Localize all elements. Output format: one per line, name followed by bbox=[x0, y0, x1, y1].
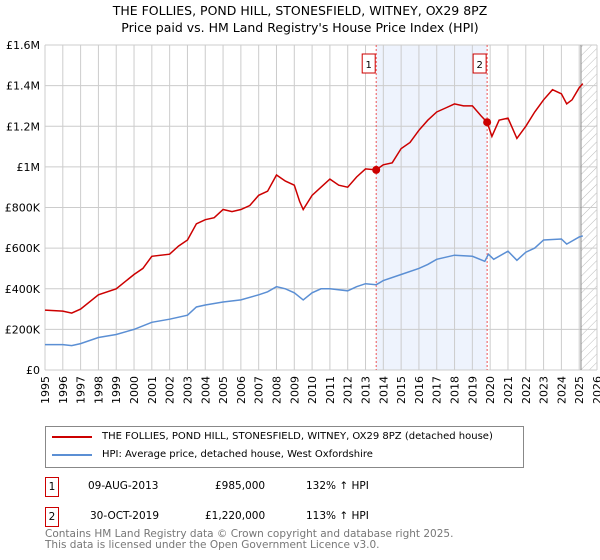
x-tick-label: 2001 bbox=[146, 376, 159, 404]
x-tick-label: 2014 bbox=[377, 376, 390, 404]
x-tick-label: 2004 bbox=[199, 376, 212, 404]
x-tick-label: 2007 bbox=[253, 376, 266, 404]
x-tick-label: 1999 bbox=[110, 376, 123, 404]
annotation-box bbox=[361, 53, 376, 74]
x-tick-label: 1996 bbox=[57, 376, 70, 404]
y-tick-label: £1M bbox=[17, 161, 41, 174]
transaction-date: 30-OCT-2019 bbox=[90, 510, 159, 522]
x-tick-label: 2000 bbox=[128, 376, 141, 404]
legend-swatch bbox=[52, 453, 92, 456]
y-tick-label: £1.4M bbox=[6, 80, 40, 93]
x-tick-label: 2005 bbox=[217, 376, 230, 404]
transaction-hpi: 132% ↑ HPI bbox=[306, 480, 369, 492]
footer-line: Contains HM Land Registry data © Crown c… bbox=[45, 528, 454, 540]
x-tick-label: 2006 bbox=[235, 376, 248, 404]
x-tick-label: 2022 bbox=[520, 376, 533, 404]
x-tick-label: 1995 bbox=[39, 376, 52, 404]
x-tick-label: 2010 bbox=[306, 376, 319, 404]
x-tick-label: 2017 bbox=[431, 376, 444, 404]
y-tick-label: £400K bbox=[5, 283, 41, 296]
y-tick-label: £1.6M bbox=[6, 39, 40, 52]
x-tick-label: 1998 bbox=[92, 376, 105, 404]
transaction-date: 09-AUG-2013 bbox=[88, 480, 159, 492]
x-tick-label: 2020 bbox=[484, 376, 497, 404]
x-tick-label: 1997 bbox=[75, 376, 88, 404]
legend-label: THE FOLLIES, POND HILL, STONESFIELD, WIT… bbox=[102, 431, 493, 442]
x-tick-label: 2002 bbox=[164, 376, 177, 404]
chart-title: THE FOLLIES, POND HILL, STONESFIELD, WIT… bbox=[112, 3, 488, 18]
x-tick-label: 2016 bbox=[413, 376, 426, 404]
legend-label: HPI: Average price, detached house, West… bbox=[102, 449, 373, 460]
x-tick-label: 2003 bbox=[181, 376, 194, 404]
transaction-row: 2 30-OCT-2019 £1,220,000 113% ↑ HPI bbox=[45, 507, 445, 527]
footer: Contains HM Land Registry data © Crown c… bbox=[45, 529, 453, 551]
legend-swatch bbox=[52, 435, 92, 438]
x-tick-label: 2019 bbox=[466, 376, 479, 404]
legend-item-hpi: HPI: Average price, detached house, West… bbox=[52, 449, 373, 460]
transaction-row: 1 09-AUG-2013 £985,000 132% ↑ HPI bbox=[45, 477, 445, 497]
x-tick-label: 2012 bbox=[342, 376, 355, 404]
annotation-box bbox=[472, 53, 487, 74]
transaction-price: £985,000 bbox=[215, 480, 266, 492]
sale-point bbox=[372, 165, 381, 174]
chart-subtitle: Price paid vs. HM Land Registry's House … bbox=[121, 20, 479, 35]
x-tick-label: 2021 bbox=[502, 376, 515, 404]
annotation-label: 1 bbox=[366, 60, 372, 71]
legend: THE FOLLIES, POND HILL, STONESFIELD, WIT… bbox=[45, 426, 524, 468]
y-tick-label: £0 bbox=[26, 364, 40, 377]
x-tick-label: 2011 bbox=[324, 376, 337, 404]
x-tick-label: 2009 bbox=[288, 376, 301, 404]
annotation-label: 2 bbox=[476, 60, 482, 71]
x-tick-label: 2026 bbox=[591, 376, 600, 404]
x-tick-label: 2024 bbox=[555, 376, 568, 404]
y-tick-label: £1.2M bbox=[6, 120, 40, 133]
x-tick-label: 2018 bbox=[449, 376, 462, 404]
x-tick-label: 2023 bbox=[538, 376, 551, 404]
y-tick-label: £800K bbox=[5, 202, 41, 215]
transaction-price: £1,220,000 bbox=[205, 510, 266, 522]
x-tick-label: 2013 bbox=[360, 376, 373, 404]
sale-point bbox=[483, 118, 492, 127]
transaction-marker: 2 bbox=[45, 507, 59, 527]
transaction-hpi: 113% ↑ HPI bbox=[306, 510, 369, 522]
hpi-line bbox=[45, 235, 584, 347]
property-price-line bbox=[44, 83, 584, 314]
y-tick-label: £600K bbox=[5, 242, 41, 255]
price-chart: 1995 1996 1997 1998 1999 2000 2001 2002 2003 2004… bbox=[5, 39, 600, 404]
footer-line: This data is licensed under the Open Gov… bbox=[45, 539, 380, 551]
y-tick-label: £200K bbox=[5, 323, 41, 336]
legend-item-property: THE FOLLIES, POND HILL, STONESFIELD, WIT… bbox=[52, 431, 493, 442]
x-tick-label: 2008 bbox=[270, 376, 283, 404]
transaction-marker: 1 bbox=[45, 477, 59, 497]
x-tick-label: 2025 bbox=[573, 376, 586, 404]
x-tick-label: 2015 bbox=[395, 376, 408, 404]
